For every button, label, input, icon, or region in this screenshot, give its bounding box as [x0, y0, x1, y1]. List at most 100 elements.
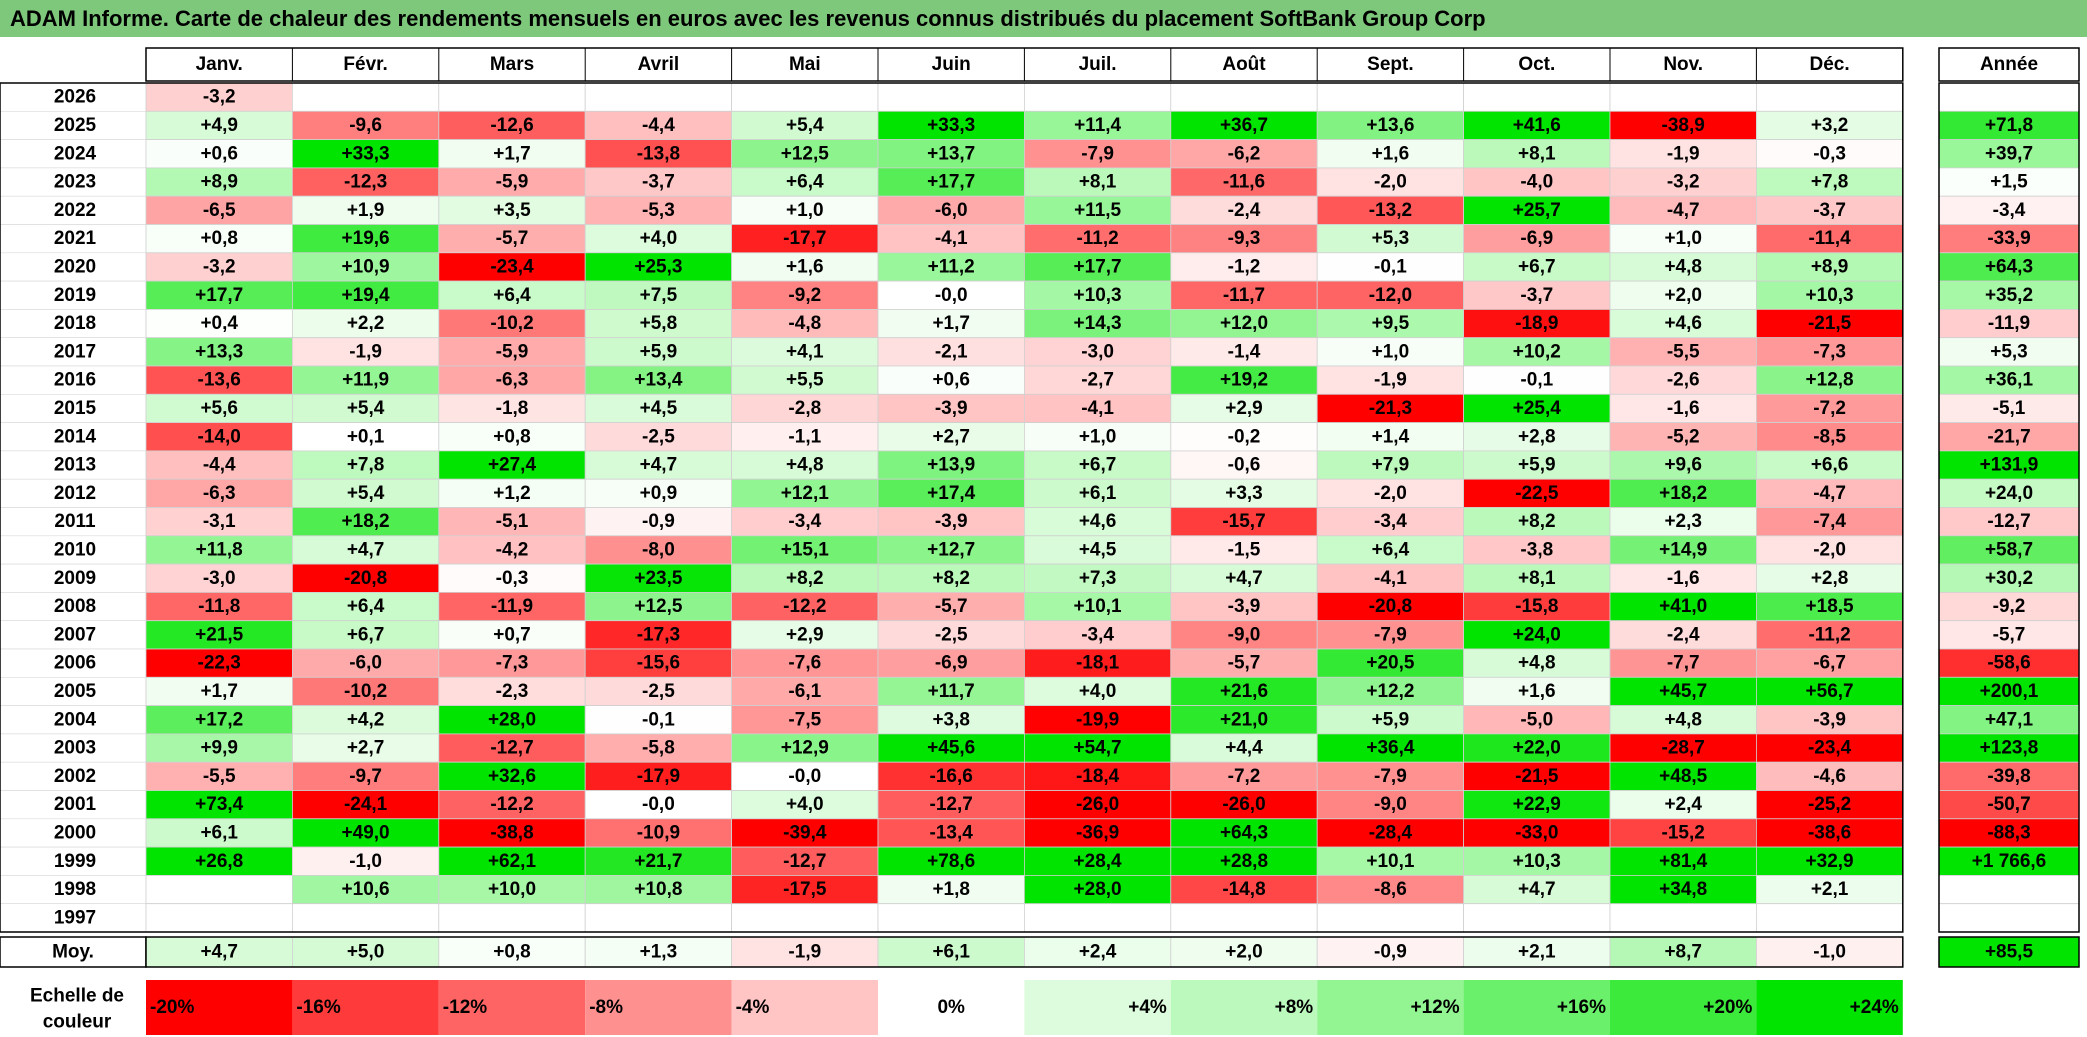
heatmap-cell: [1024, 224, 1172, 254]
heatmap-cell: [1609, 337, 1757, 367]
average-label-cell: [0, 936, 147, 968]
cell-value: -15,6: [637, 653, 680, 674]
heatmap-cell: [1756, 110, 1904, 141]
average-cell: [731, 936, 879, 968]
year-label-1997: 1997: [54, 907, 96, 928]
cell-value: -2,4: [1228, 200, 1261, 221]
cell-value: +4,4: [1225, 738, 1263, 759]
cell-value: -14,0: [198, 426, 241, 447]
cell-value: -3,7: [1520, 285, 1553, 306]
cell-value: -18,1: [1076, 653, 1120, 674]
cell-value: +9,5: [1372, 313, 1410, 334]
cell-value: -4,1: [935, 228, 968, 249]
cell-value: +28,0: [1074, 879, 1122, 900]
heatmap-cell: [1024, 167, 1172, 197]
heatmap-cell: [1316, 422, 1464, 452]
cell-value: -4,7: [1667, 200, 1700, 221]
annual-value-2018: -11,9: [1988, 313, 2030, 334]
heatmap-cell: [291, 337, 440, 367]
cell-value: -15,7: [1222, 511, 1265, 532]
heatmap-cell: [291, 846, 440, 876]
cell-value: +11,5: [1074, 200, 1121, 221]
scale-label: +24%: [1850, 997, 1899, 1018]
heatmap-cell: [584, 705, 733, 735]
scale-label: 0%: [937, 997, 965, 1018]
average-value-8: +2,0: [1225, 942, 1263, 963]
heatmap-cell: [1024, 450, 1172, 480]
heatmap-cell: [1316, 705, 1464, 735]
heatmap-cell: [1756, 790, 1904, 820]
cell-value: +81,4: [1659, 851, 1708, 872]
cell-value: -0,6: [1228, 455, 1261, 476]
heatmap-cell: [1609, 280, 1757, 310]
cell-value: +10,0: [488, 879, 536, 900]
year-label-cell: [0, 507, 147, 537]
heatmap-cell: [1756, 875, 1904, 905]
annual-value-2011: -12,7: [1987, 511, 2030, 532]
cell-value: +6,6: [1811, 455, 1849, 476]
cell-value: -20,8: [1369, 596, 1412, 617]
cell-value: +21,0: [1220, 709, 1268, 730]
heatmap-cell: [877, 592, 1025, 622]
cell-value: -38,9: [1662, 115, 1705, 136]
heatmap-cell: [1756, 337, 1904, 367]
scale-label: -20%: [150, 997, 194, 1018]
scale-label: +12%: [1410, 997, 1459, 1018]
heatmap-cell: [1756, 167, 1904, 197]
cell-value: -10,9: [637, 822, 680, 843]
cell-value: -0,0: [788, 766, 821, 787]
heatmap-cell: [1609, 195, 1757, 225]
heatmap-cell: [1170, 620, 1318, 650]
year-label-2009: 2009: [54, 568, 96, 589]
cell-value: +17,7: [927, 172, 975, 193]
average-cell: [291, 936, 440, 968]
heatmap-cell: [438, 110, 586, 141]
cell-value: -12,2: [490, 794, 533, 815]
cell-value: -26,0: [1076, 794, 1119, 815]
year-label-2005: 2005: [54, 681, 97, 702]
cell-value: -11,7: [1223, 285, 1265, 306]
average-value-7: +2,4: [1079, 942, 1117, 963]
cell-value: +2,9: [1225, 398, 1263, 419]
annual-cell: [1938, 393, 2080, 423]
cell-value: +8,9: [1811, 256, 1849, 277]
cell-value: +12,8: [1806, 370, 1854, 391]
cell-value: +19,2: [1220, 370, 1268, 391]
heatmap-cell: [1316, 875, 1464, 905]
cell-value: -2,8: [788, 398, 821, 419]
cell-value: -0,1: [642, 709, 675, 730]
heatmap-cell: [1463, 903, 1611, 933]
annual-cell: [1938, 648, 2080, 678]
heatmap-cell: [1463, 195, 1611, 225]
heatmap-cell: [1609, 450, 1757, 480]
heatmap-cell: [1170, 705, 1318, 735]
heatmap-cell: [731, 875, 879, 905]
heatmap-cell: [1024, 337, 1172, 367]
cell-value: -39,4: [783, 822, 827, 843]
heatmap-cell: [1170, 903, 1318, 933]
year-label-cell: [0, 224, 147, 254]
cell-value: -12,3: [344, 172, 387, 193]
annual-cell: [1938, 478, 2080, 508]
year-label-cell: [0, 365, 147, 395]
cell-value: +11,8: [196, 539, 243, 560]
cell-value: -8,0: [642, 539, 675, 560]
cell-value: -5,5: [203, 766, 236, 787]
heatmap-cell: [438, 676, 586, 706]
cell-value: +2,8: [1518, 426, 1556, 447]
cell-value: -3,0: [1081, 341, 1114, 362]
heatmap-cell: [731, 195, 879, 225]
heatmap-cell: [584, 224, 733, 254]
heatmap-cell: [1463, 450, 1611, 480]
cell-value: +3,8: [932, 709, 970, 730]
cell-value: -13,4: [930, 822, 974, 843]
cell-value: +2,4: [1664, 794, 1702, 815]
heatmap-cell: [145, 450, 293, 480]
annual-value-2015: -5,1: [1993, 398, 2026, 419]
heatmap-cell: [1463, 676, 1611, 706]
heatmap-cell: [1024, 195, 1172, 225]
heatmap-cell: [1170, 167, 1318, 197]
heatmap-cell: [1609, 592, 1757, 622]
cell-value: +5,9: [640, 341, 678, 362]
heatmap-cell: [291, 422, 440, 452]
